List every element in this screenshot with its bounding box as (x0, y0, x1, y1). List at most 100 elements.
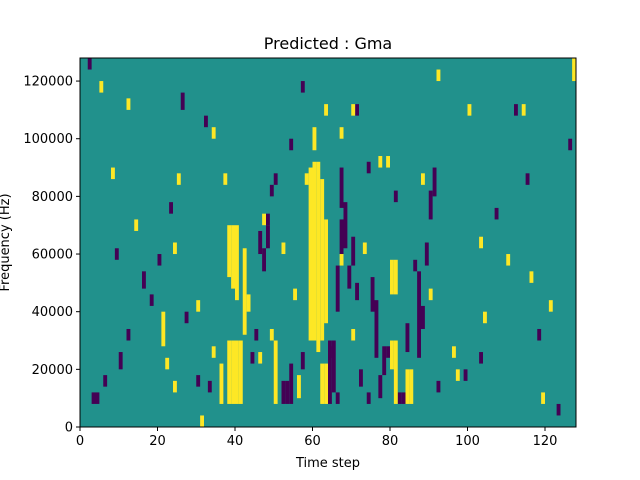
plot-frame (79, 57, 577, 428)
heatmap-cell-high (269, 328, 274, 341)
heatmap-cell-high (393, 340, 398, 404)
heatmap-cell-low (347, 265, 352, 289)
heatmap-cell-high (320, 179, 325, 341)
heatmap-cell-low (266, 213, 270, 226)
heatmap-cell-low (250, 352, 255, 364)
x-tick-label: 20 (149, 434, 166, 449)
heatmap-cell-high (351, 328, 356, 341)
axes: 0 20 40 60 80 100 120 0 20000 40000 60000 80000 1000… (23, 57, 577, 449)
chart-title: Predicted : Gma (264, 34, 392, 53)
heatmap-cell-high (405, 369, 410, 404)
heatmap-cell-high (316, 161, 321, 353)
heatmap-cell-low (289, 363, 294, 404)
heatmap-cell-low (266, 225, 270, 249)
heatmap-cell-low (331, 340, 336, 393)
heatmap-cell-high (281, 242, 286, 255)
heatmap-cell-high (231, 225, 235, 289)
heatmap-cell-high (176, 173, 181, 185)
heatmap-cell-low (87, 58, 92, 70)
heatmap-cell-low (196, 375, 201, 387)
heatmap-cell-low (428, 190, 433, 220)
heatmap-cell-high (479, 236, 483, 249)
heatmap-cell-low (378, 375, 383, 399)
heatmap-cell-high (231, 340, 235, 404)
heatmap-cell-high (273, 340, 278, 404)
heatmap-cell-low (300, 352, 305, 370)
heatmap-cell-low (397, 392, 402, 404)
heatmap-cell-high (173, 242, 177, 255)
heatmap-cell-high (521, 104, 526, 116)
heatmap-cell-low (335, 392, 340, 404)
heatmap-cell-low (374, 300, 379, 358)
heatmap-cell-low (300, 81, 305, 93)
heatmap-cell-low (169, 202, 173, 214)
heatmap-cell-low (328, 340, 332, 358)
heatmap-cell-high (339, 127, 344, 139)
heatmap-cell-high (304, 173, 309, 185)
heatmap-cell-high (238, 340, 243, 404)
y-tick-label: 0 (65, 421, 73, 436)
heatmap-cell-low (126, 328, 131, 341)
y-tick-label: 40000 (32, 305, 73, 320)
heatmap-cell-low (366, 392, 371, 404)
heatmap-cell-high (293, 288, 297, 301)
heatmap-cell-high (258, 352, 263, 364)
heatmap-cell-high (386, 156, 390, 168)
heatmap-cell-low (207, 380, 212, 393)
heatmap-cell-high (548, 300, 553, 312)
heatmap-cell-high (161, 311, 166, 347)
heatmap-cell-low (281, 380, 286, 404)
heatmap-cell-low (370, 277, 375, 312)
heatmap-cell-low (417, 271, 421, 358)
heatmap-cell-high (467, 104, 472, 116)
heatmap-cell-low (91, 392, 96, 404)
heatmap-cell-high (572, 58, 576, 82)
heatmap-cell-low (258, 230, 263, 255)
heatmap-cell-low (401, 392, 406, 404)
heatmap-cell-high (262, 213, 266, 226)
heatmap-cell-low (118, 352, 123, 370)
heatmap-cell-low (432, 167, 437, 197)
heatmap-cell-low (262, 248, 266, 272)
heatmap-cell-high (111, 167, 115, 180)
heatmap-cell-high (200, 415, 204, 427)
heatmap-cell-high (312, 161, 317, 341)
heatmap-cell-high (390, 340, 394, 370)
heatmap-cell-low (142, 271, 146, 289)
heatmap-cell-low (328, 346, 332, 404)
heatmap-cell-high (362, 242, 367, 255)
heatmap-cell-low (289, 138, 294, 151)
heatmap-cell-high (223, 173, 228, 185)
heatmap-cell-high (219, 363, 224, 404)
heatmap-cell-low (386, 346, 390, 358)
heatmap-cell-low (95, 392, 100, 404)
heatmap-cell-high (211, 127, 216, 139)
heatmap-cell-high (242, 248, 247, 335)
heatmap-cell-high (378, 156, 383, 168)
heatmap-cell-high (246, 294, 251, 312)
heatmap-cell-high (297, 375, 301, 399)
heatmap-cell-low (421, 305, 425, 329)
heatmap-cell-low (335, 265, 340, 312)
x-axis-label: Time step (295, 456, 360, 471)
heatmap-cell-high (324, 104, 328, 116)
heatmap-cell-high (436, 69, 441, 82)
heatmap-cell-high (320, 363, 325, 404)
heatmap-cell-low (424, 242, 429, 266)
heatmap-cell-high (235, 340, 239, 404)
heatmap-cell-high (173, 380, 177, 393)
y-tick-label: 80000 (32, 190, 73, 205)
heatmap-cell-low (339, 167, 344, 208)
x-tick-label: 0 (76, 434, 84, 449)
heatmap-cell-low (494, 207, 499, 220)
heatmap-cell-high (99, 81, 104, 93)
heatmap-cell-low (382, 346, 387, 376)
y-tick-label: 20000 (32, 363, 73, 378)
heatmap-cell-low (339, 219, 344, 255)
heatmap-cell-high (409, 369, 414, 404)
heatmap-cell-low (285, 380, 290, 404)
heatmap-cell-high (196, 300, 201, 312)
heatmap-cell-high (235, 225, 239, 301)
heatmap-cell-high (339, 254, 344, 266)
